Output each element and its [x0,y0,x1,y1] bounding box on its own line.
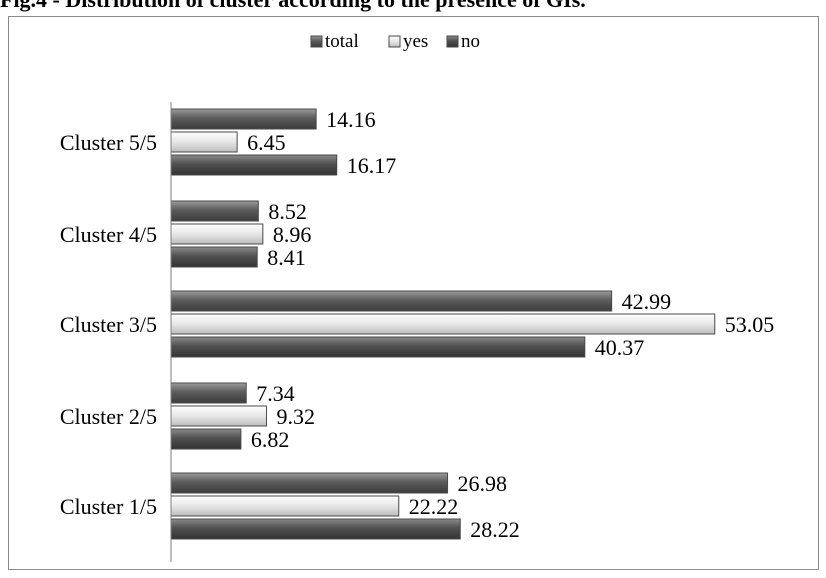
legend-swatch-yes [388,35,401,48]
bar-no [170,336,586,358]
category-label: Cluster 2/5 [60,404,157,429]
bar-total [170,382,247,404]
category-label: Cluster 1/5 [60,494,157,519]
bar-yes [170,405,268,427]
legend-swatch-total [310,35,323,48]
legend-swatch-no [446,35,459,48]
bar-no [170,154,338,176]
bar-total [170,472,449,494]
legend-label-total: total [325,31,359,52]
data-label: 6.45 [247,130,285,155]
bar-yes [170,131,238,153]
data-label: 28.22 [470,517,520,542]
data-label: 9.32 [277,404,316,429]
data-label: 7.34 [256,381,295,406]
data-label: 6.82 [251,427,290,452]
bar-no [170,518,461,540]
bars [170,108,716,540]
legend: total yes no [310,31,480,52]
data-label: 26.98 [458,471,508,496]
data-label: 16.17 [347,153,397,178]
bar-total [170,290,613,312]
bar-no [170,246,258,268]
data-label: 53.05 [725,312,775,337]
data-label: 14.16 [326,107,376,132]
bar-yes [170,495,400,517]
bar-no [170,428,242,450]
data-label: 8.41 [267,245,306,270]
figure-caption: Fig.4 - Distribution of cluster accordin… [0,0,826,12]
legend-label-yes: yes [403,31,428,52]
legend-label-no: no [461,31,480,52]
bar-total [170,200,259,222]
data-label: 22.22 [409,494,459,519]
category-label: Cluster 4/5 [60,222,157,247]
category-label: Cluster 3/5 [60,312,157,337]
bar-total [170,108,317,130]
bar-chart: total yes no Cluster 1/526.9822.2228.22Clu… [60,31,774,562]
data-label: 40.37 [595,335,645,360]
category-label: Cluster 5/5 [60,130,157,155]
data-label: 8.96 [273,222,312,247]
bar-yes [170,313,716,335]
bar-yes [170,223,264,245]
data-label: 8.52 [268,199,307,224]
chart-area: total yes no Cluster 1/5 26.98 22.22 28.22 Clu… [8,16,819,570]
data-label: 42.99 [622,289,672,314]
